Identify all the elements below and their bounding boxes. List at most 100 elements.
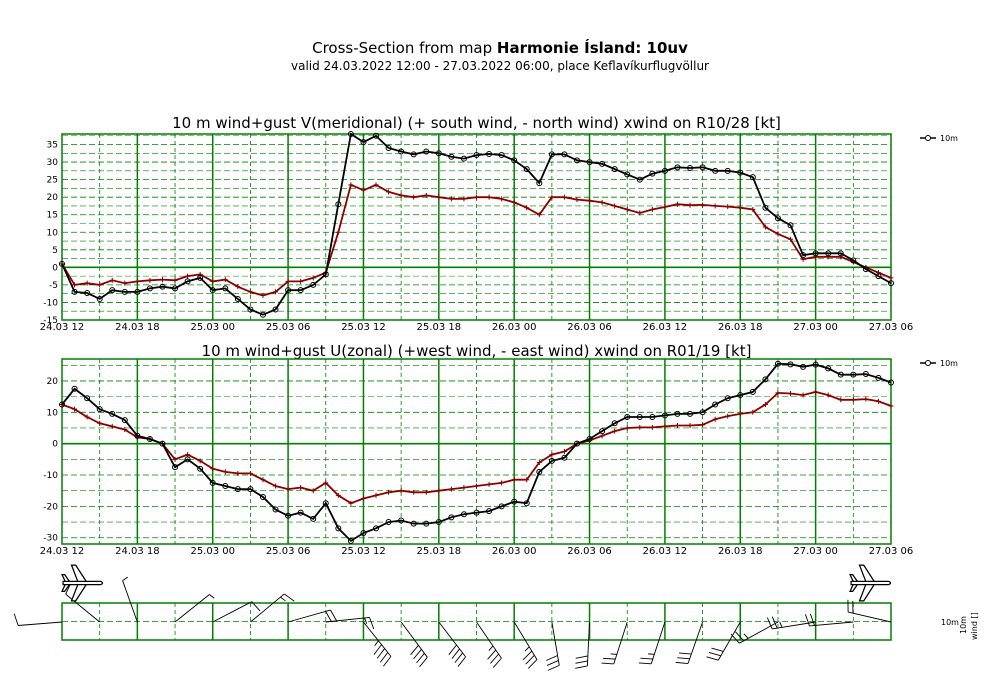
wind-barb-feather	[735, 631, 745, 642]
x-tick-label: 27.03 00	[793, 546, 838, 557]
gust-point	[273, 289, 279, 295]
wind-point	[687, 165, 694, 172]
gust-point	[348, 500, 354, 506]
wind-point	[473, 152, 480, 159]
gust-point	[813, 254, 819, 260]
wind-point	[373, 132, 380, 139]
legend-marker	[925, 360, 931, 366]
gust-point	[486, 194, 492, 200]
gust-point	[536, 459, 542, 465]
wind-point	[335, 201, 342, 208]
gust-point	[788, 236, 794, 242]
wind-barb-half-feather	[364, 617, 368, 624]
gust-point	[335, 229, 341, 235]
x-tick-label: 24.03 18	[115, 322, 160, 333]
wind-point	[749, 388, 756, 395]
gust-point	[411, 194, 417, 200]
wind-barb-staff	[687, 621, 704, 664]
y-tick-label: 30	[47, 158, 59, 168]
wind-point	[762, 376, 769, 383]
wind-point	[837, 250, 844, 257]
wind-point	[498, 152, 505, 159]
gust-point	[838, 254, 844, 260]
wind-point	[812, 250, 819, 257]
wind-point	[109, 410, 116, 417]
wind-point	[234, 486, 241, 493]
x-tick-label: 26.03 06	[567, 546, 612, 557]
wind-barb-feather	[454, 652, 463, 663]
gust-point	[448, 486, 454, 492]
gust-point	[72, 282, 78, 288]
panel-title: 10 m wind+gust U(zonal) (+west wind, - e…	[202, 342, 752, 360]
wind-barb-feather	[413, 649, 422, 660]
gust-point	[587, 198, 593, 204]
wind-point	[850, 257, 857, 264]
wind-point	[410, 151, 417, 158]
wind-point	[410, 520, 417, 527]
wind-point	[159, 440, 166, 447]
wind-point	[573, 440, 580, 447]
x-tick-label: 26.03 00	[492, 322, 537, 333]
gust-point	[97, 420, 103, 426]
wind-barb-staff	[586, 621, 590, 666]
wind-barb-staff	[325, 616, 370, 623]
y-tick-label: 20	[47, 377, 59, 387]
wind-barb-staff	[739, 621, 779, 644]
wind-barb-feather	[675, 661, 689, 664]
legend-label: 10m	[940, 359, 958, 368]
wind-point	[322, 271, 329, 278]
wind-point	[611, 166, 618, 173]
gust-point	[310, 488, 316, 494]
wind-barb-feather	[640, 657, 653, 660]
wind-barb-feather	[547, 664, 560, 671]
wind-barb-half-feather	[280, 596, 286, 602]
wind-point	[511, 157, 518, 164]
gust-point	[285, 278, 291, 284]
gust-point	[185, 452, 191, 458]
gust-point	[800, 392, 806, 398]
wind-point	[59, 401, 65, 408]
y-tick-label: 25	[47, 176, 58, 186]
gust-point	[373, 492, 379, 498]
gust-point	[838, 397, 844, 403]
gust-point	[574, 197, 580, 203]
x-tick-label: 25.03 18	[417, 546, 462, 557]
wind-point	[146, 435, 153, 442]
x-tick-label: 24.03 12	[40, 322, 85, 333]
gust-point	[84, 280, 90, 286]
gust-point	[97, 282, 103, 288]
gust-point	[172, 277, 178, 283]
legend-label: 10m	[940, 134, 958, 143]
gust-point	[788, 390, 794, 396]
gust-point	[813, 389, 819, 395]
gust-point	[888, 403, 894, 409]
gust-point	[599, 199, 605, 205]
y-tick-label: 0	[52, 263, 58, 273]
wind-point	[360, 139, 367, 146]
wind-point	[322, 500, 329, 507]
wind-point	[347, 131, 354, 137]
wind-point	[373, 525, 380, 532]
wind-point	[548, 457, 555, 464]
wind-point	[649, 170, 656, 177]
wind-point	[460, 511, 467, 518]
wind-point	[586, 435, 593, 442]
gust-point	[599, 433, 605, 439]
wind-point	[624, 414, 631, 421]
x-tick-label: 25.03 18	[417, 322, 462, 333]
wind-barb-feather	[525, 655, 535, 665]
wind-series-line	[61, 362, 892, 543]
wind-point	[259, 493, 266, 500]
wind-point	[624, 171, 631, 178]
gust-point	[109, 277, 115, 283]
wind-point	[423, 148, 430, 155]
gust-point	[122, 427, 128, 433]
wind-barb-feather	[330, 609, 337, 621]
wind-barb-staff	[174, 594, 210, 623]
plot-frame	[61, 358, 892, 545]
wind-point	[511, 498, 518, 505]
wind-point	[699, 409, 706, 416]
x-tick-label: 24.03 18	[115, 546, 160, 557]
wind-point	[385, 519, 392, 526]
wind-barb-half-feather	[524, 646, 530, 652]
